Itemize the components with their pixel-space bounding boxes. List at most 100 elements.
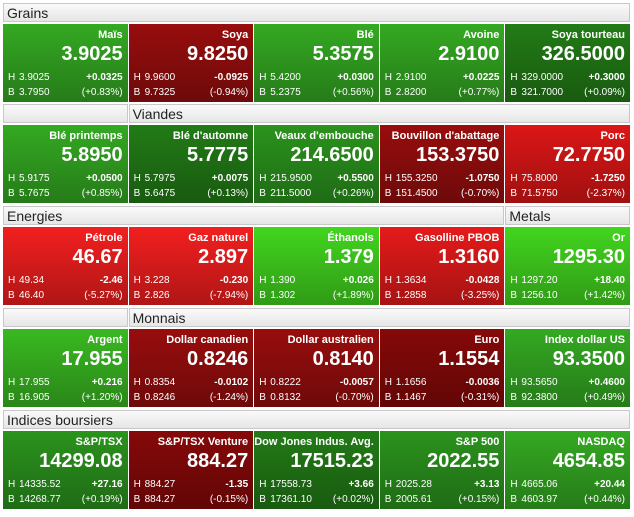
low-value: 1256.10 xyxy=(521,290,558,301)
quote-tile: Euro 1.1554 H 1.1656 -0.0036 B 1.1467 (-0.31%) xyxy=(379,329,505,407)
quote-price: 884.27 xyxy=(187,450,249,472)
high-label: H xyxy=(384,173,393,184)
high-value: 17.955 xyxy=(19,377,50,388)
low-label: B xyxy=(259,290,266,301)
quote-name: Avoine xyxy=(463,29,500,41)
quote-tile: Soya tourteau 326.5000 H 329.0000 +0.3000 B 32… xyxy=(505,24,630,102)
quote-price: 2.897 xyxy=(198,246,249,268)
high-value: 5.4200 xyxy=(270,72,301,83)
quote-tile: Dow Jones Indus. Avg. 17515.23 H 17558.73 +3… xyxy=(254,431,379,509)
section-header: Indices boursiers xyxy=(3,410,630,429)
quote-tile: Éthanols 1.379 H 1.390 +0.026 B 1.302 (+1.89%) xyxy=(254,227,379,305)
quote-price: 9.8250 xyxy=(187,43,249,65)
high-label: H xyxy=(510,479,518,490)
low-value: 5.7675 xyxy=(19,188,50,199)
quote-price: 14299.08 xyxy=(39,450,123,472)
low-value: 1.302 xyxy=(270,290,296,301)
high-value: 75.8000 xyxy=(521,173,558,184)
high-label: H xyxy=(384,275,393,286)
change-value: -0.0036 xyxy=(465,377,500,388)
change-value: -0.0057 xyxy=(339,377,374,388)
quote-tile: Soya 9.8250 H 9.9600 -0.0925 B 9.7325 (-0.94%) xyxy=(128,24,254,102)
change-pct: (-0.70%) xyxy=(335,392,374,403)
low-value: 884.27 xyxy=(144,494,176,505)
high-label: H xyxy=(133,173,141,184)
low-value: 9.7325 xyxy=(144,87,176,98)
high-label: H xyxy=(133,275,141,286)
quote-name: Dollar australien xyxy=(287,334,374,346)
low-label: B xyxy=(133,87,141,98)
high-label: H xyxy=(384,72,393,83)
change-pct: (-7.94%) xyxy=(209,290,249,301)
high-label: H xyxy=(133,479,141,490)
high-value: 1.390 xyxy=(270,275,296,286)
high-value: 49.34 xyxy=(19,275,45,286)
high-value: 3.9025 xyxy=(19,72,50,83)
quote-name: Dow Jones Indus. Avg. xyxy=(254,436,374,448)
change-pct: (+0.49%) xyxy=(584,392,625,403)
high-label: H xyxy=(8,173,16,184)
quote-tile: Gaz naturel 2.897 H 3.228 -0.230 B 2.826 (-7.94… xyxy=(128,227,254,305)
quote-name: S&P/TSX xyxy=(75,436,123,448)
change-pct: (+0.77%) xyxy=(458,87,500,98)
low-label: B xyxy=(384,392,392,403)
high-value: 93.5650 xyxy=(521,377,558,388)
low-label: B xyxy=(8,87,15,98)
quote-tile: S&P/TSX Venture 884.27 H 884.27 -1.35 B 884.27… xyxy=(128,431,254,509)
high-label: H xyxy=(510,377,518,388)
low-label: B xyxy=(384,290,392,301)
quote-name: Soya tourteau xyxy=(551,29,625,41)
high-label: H xyxy=(133,72,141,83)
change-value: -2.46 xyxy=(99,275,123,286)
quote-name: Porc xyxy=(600,130,625,142)
change-pct: (+0.15%) xyxy=(458,494,500,505)
low-value: 0.8132 xyxy=(270,392,301,403)
quote-tile: Pétrole 46.67 H 49.34 -2.46 B 46.40 (-5.27%) xyxy=(3,227,128,305)
low-label: B xyxy=(510,290,518,301)
low-label: B xyxy=(8,188,15,199)
high-value: 5.9175 xyxy=(19,173,50,184)
quote-price: 0.8140 xyxy=(312,348,374,370)
change-value: -1.7250 xyxy=(591,173,625,184)
high-value: 1.1656 xyxy=(395,377,427,388)
change-value: +0.216 xyxy=(91,377,123,388)
quote-name: Blé xyxy=(356,29,374,41)
low-value: 17361.10 xyxy=(270,494,312,505)
quote-name: Gaz naturel xyxy=(188,232,249,244)
high-label: H xyxy=(259,72,267,83)
high-label: H xyxy=(259,479,267,490)
high-label: H xyxy=(8,479,16,490)
change-pct: (-0.31%) xyxy=(461,392,500,403)
change-value: +0.0075 xyxy=(211,173,249,184)
quote-name: Dollar canadien xyxy=(166,334,249,346)
quote-name: Maïs xyxy=(98,29,123,41)
change-value: +27.16 xyxy=(91,479,123,490)
low-label: B xyxy=(384,87,392,98)
change-pct: (-0.94%) xyxy=(209,87,249,98)
low-label: B xyxy=(259,392,266,403)
quote-name: NASDAQ xyxy=(577,436,625,448)
change-value: +18.40 xyxy=(594,275,625,286)
change-pct: (-5.27%) xyxy=(84,290,123,301)
change-value: +3.13 xyxy=(474,479,500,490)
low-value: 14268.77 xyxy=(19,494,61,505)
change-value: +0.0225 xyxy=(462,72,500,83)
quote-price: 1.379 xyxy=(323,246,374,268)
high-value: 0.8222 xyxy=(270,377,301,388)
change-pct: (-1.24%) xyxy=(209,392,249,403)
quote-tile: Dollar canadien 0.8246 H 0.8354 -0.0102 B 0.82… xyxy=(128,329,254,407)
quote-price: 93.3500 xyxy=(552,348,625,370)
change-value: +0.0300 xyxy=(337,72,374,83)
quote-price: 5.8950 xyxy=(61,144,123,166)
quote-tile: Blé d'automne 5.7775 H 5.7975 +0.0075 B 5.6475… xyxy=(128,125,254,203)
change-pct: (-2.37%) xyxy=(586,188,625,199)
high-value: 2.9100 xyxy=(395,72,427,83)
quote-price: 4654.85 xyxy=(552,450,625,472)
change-value: -0.230 xyxy=(219,275,249,286)
change-value: -0.0925 xyxy=(214,72,249,83)
high-value: 329.0000 xyxy=(521,72,564,83)
quote-name: Veaux d'embouche xyxy=(274,130,374,142)
high-label: H xyxy=(510,72,518,83)
section-header-blank xyxy=(3,104,128,123)
change-pct: (+0.02%) xyxy=(332,494,374,505)
